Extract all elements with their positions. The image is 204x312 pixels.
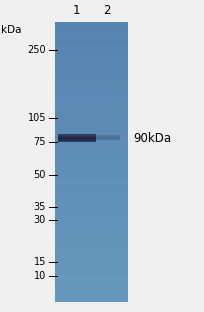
Text: 15: 15 [33, 257, 46, 267]
Text: 75: 75 [33, 137, 46, 147]
Text: 1: 1 [72, 4, 79, 17]
Text: kDa: kDa [1, 25, 22, 35]
Text: 30: 30 [34, 215, 46, 225]
Text: 250: 250 [27, 45, 46, 55]
Text: 2: 2 [103, 4, 110, 17]
Text: 90kDa: 90kDa [132, 131, 170, 144]
Text: 50: 50 [33, 170, 46, 180]
Text: 10: 10 [34, 271, 46, 281]
Text: 35: 35 [33, 202, 46, 212]
Text: 105: 105 [27, 113, 46, 123]
